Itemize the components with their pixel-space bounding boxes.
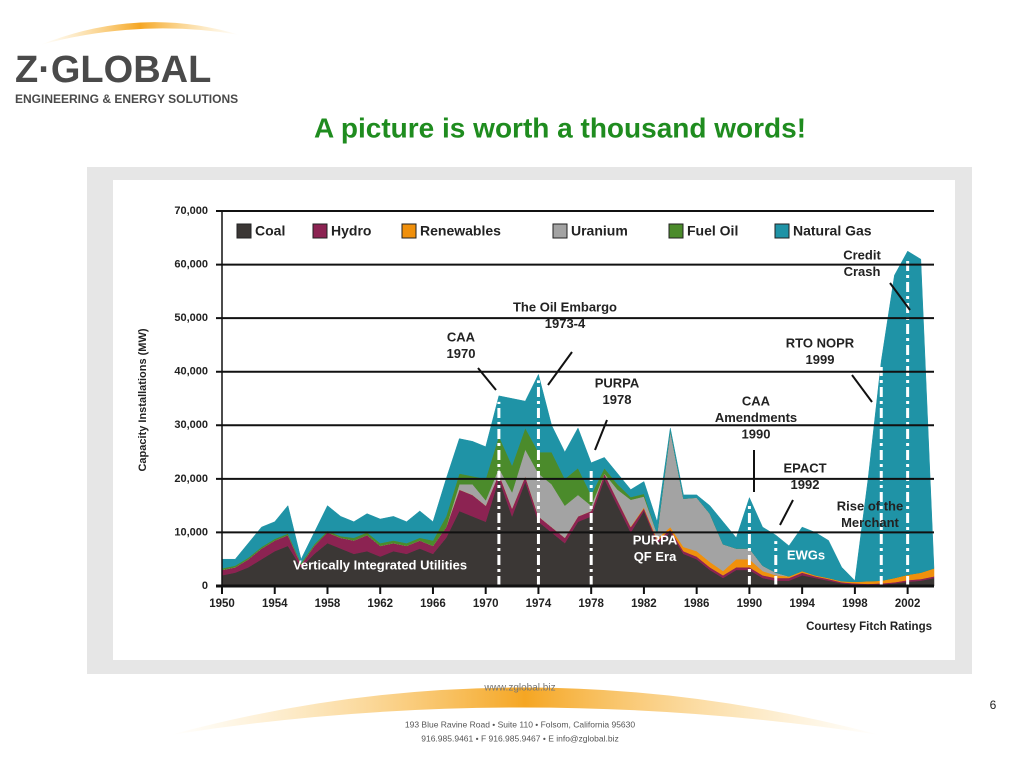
footer-address: 193 Blue Ravine Road • Suite 110 • Folso… bbox=[405, 719, 636, 729]
y-tick-label: 40,000 bbox=[174, 366, 208, 378]
annotation: Credit bbox=[843, 247, 881, 262]
annotation: QF Era bbox=[634, 549, 677, 564]
annotation: CAA bbox=[742, 393, 771, 408]
annotation: PURPA bbox=[595, 375, 640, 390]
x-tick-label: 1954 bbox=[262, 598, 288, 610]
x-tick-label: 2002 bbox=[895, 598, 921, 610]
footer-contact: 916.985.9461 • F 916.985.9467 • E info@z… bbox=[421, 733, 618, 743]
x-tick-label: 1982 bbox=[631, 598, 657, 610]
logo: Z·GLOBAL bbox=[15, 49, 211, 91]
leader-line bbox=[779, 499, 794, 526]
annotation: 1973-4 bbox=[545, 316, 586, 331]
annotation: 1990 bbox=[742, 426, 771, 441]
leader-line bbox=[594, 419, 608, 451]
slide-title: A picture is worth a thousand words! bbox=[314, 112, 806, 143]
footer-url: www.zglobal.biz bbox=[483, 683, 555, 694]
x-tick-label: 1994 bbox=[789, 598, 815, 610]
leader-line bbox=[851, 374, 873, 403]
legend-swatch bbox=[774, 223, 790, 239]
y-axis-label: Capacity Installations (MW) bbox=[137, 328, 149, 471]
legend-swatch bbox=[312, 223, 328, 239]
y-tick-label: 0 bbox=[202, 580, 208, 592]
y-tick-label: 10,000 bbox=[174, 526, 208, 538]
leader-line bbox=[889, 282, 911, 311]
annotation: The Oil Embargo bbox=[513, 299, 617, 314]
y-tick-label: 60,000 bbox=[174, 258, 208, 270]
x-tick-label: 1962 bbox=[367, 598, 393, 610]
legend-label: Uranium bbox=[571, 223, 628, 239]
leader-line bbox=[547, 351, 573, 386]
source: Courtesy Fitch Ratings bbox=[806, 621, 932, 633]
annotation: EWGs bbox=[787, 547, 825, 562]
annotation: 1978 bbox=[603, 392, 632, 407]
legend-label: Hydro bbox=[331, 223, 371, 239]
area bbox=[221, 250, 935, 582]
x-tick-label: 1970 bbox=[473, 598, 499, 610]
x-tick-label: 1966 bbox=[420, 598, 446, 610]
tagline: ENGINEERING & ENERGY SOLUTIONS bbox=[15, 92, 238, 106]
annotation: 1992 bbox=[791, 477, 820, 492]
annotation: Amendments bbox=[715, 410, 797, 425]
legend-swatch bbox=[401, 223, 417, 239]
legend-swatch bbox=[552, 223, 568, 239]
leader-line bbox=[477, 367, 497, 391]
annotation: 1970 bbox=[447, 346, 476, 361]
x-tick-label: 1958 bbox=[315, 598, 341, 610]
x-tick-label: 1974 bbox=[526, 598, 552, 610]
annotation: Vertically Integrated Utilities bbox=[293, 557, 467, 572]
y-tick-label: 70,000 bbox=[174, 205, 208, 217]
legend-label: Natural Gas bbox=[793, 223, 872, 239]
legend-label: Fuel Oil bbox=[687, 223, 738, 239]
page-number: 6 bbox=[990, 698, 997, 712]
x-tick-label: 1990 bbox=[737, 598, 763, 610]
annotation: PURPA bbox=[633, 532, 678, 547]
x-tick-label: 1986 bbox=[684, 598, 710, 610]
legend-label: Renewables bbox=[420, 223, 501, 239]
y-tick-label: 50,000 bbox=[174, 312, 208, 324]
y-tick-label: 30,000 bbox=[174, 419, 208, 431]
annotation: Rise of the bbox=[837, 498, 903, 513]
chart: 0 10,000 20,000 30,000 40,000 50,000 60,000 70,… bbox=[137, 205, 935, 633]
legend-swatch bbox=[668, 223, 684, 239]
x-tick-label: 1950 bbox=[209, 598, 235, 610]
y-tick-label: 20,000 bbox=[174, 473, 208, 485]
annotation: Crash bbox=[844, 264, 881, 279]
annotation: Merchant bbox=[841, 515, 899, 530]
annotation: CAA bbox=[447, 329, 476, 344]
legend-label: Coal bbox=[255, 223, 285, 239]
x-tick-label: 1998 bbox=[842, 598, 868, 610]
legend-swatch bbox=[236, 223, 252, 239]
footer-swoosh bbox=[170, 687, 880, 735]
annotation: 1999 bbox=[806, 352, 835, 367]
x-tick-label: 1978 bbox=[578, 598, 604, 610]
annotation: RTO NOPR bbox=[786, 335, 855, 350]
logo-swoosh bbox=[40, 22, 240, 45]
annotation: EPACT bbox=[783, 460, 826, 475]
